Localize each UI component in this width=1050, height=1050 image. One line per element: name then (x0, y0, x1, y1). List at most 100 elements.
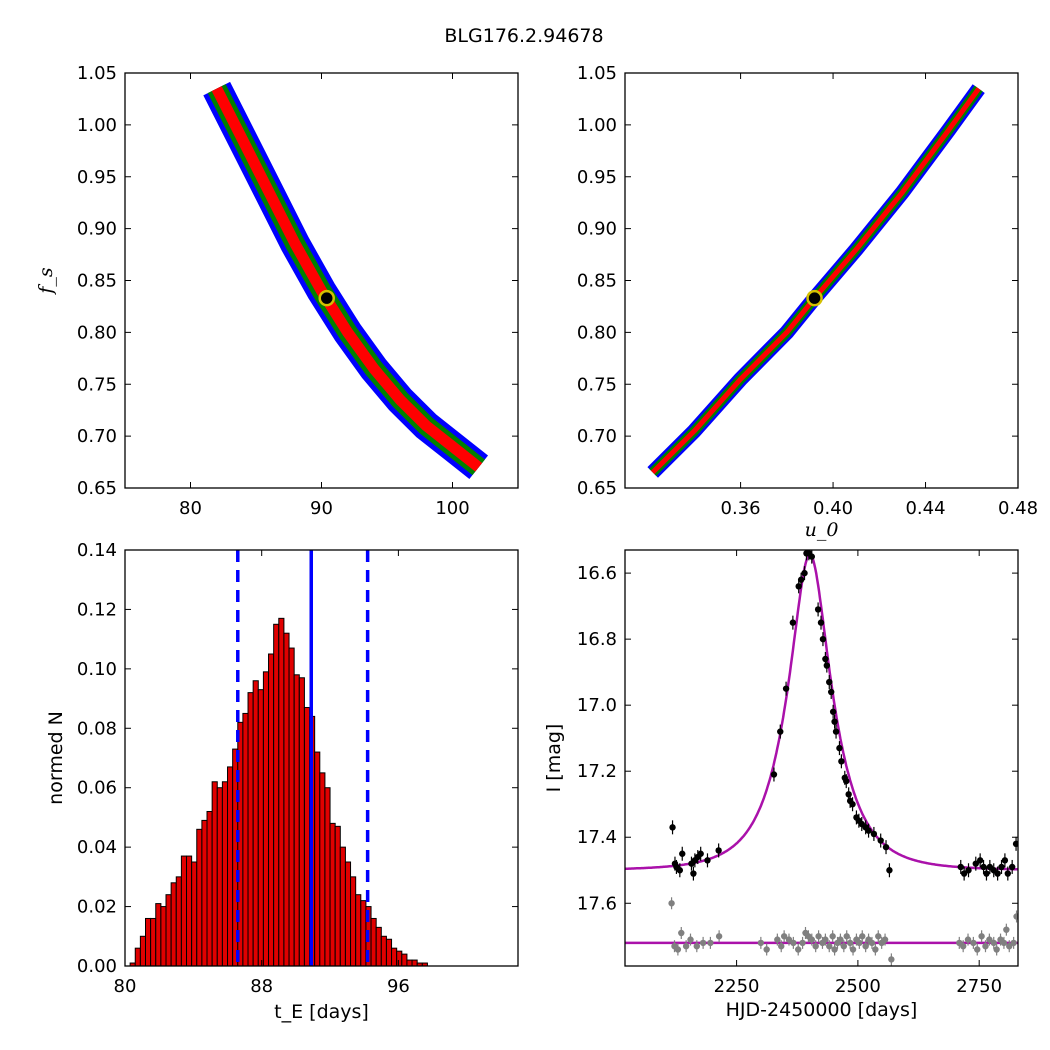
y-tick-label: 0.75 (577, 374, 617, 395)
y-tick-label: 16.6 (577, 563, 617, 584)
data-point (882, 843, 890, 851)
histogram-bar (242, 712, 249, 967)
histogram-bar (370, 917, 377, 967)
data-point (789, 619, 797, 626)
data-point (826, 678, 833, 686)
data-point (1001, 857, 1009, 864)
axes-frame (624, 549, 1019, 967)
residual-point (795, 946, 802, 953)
y-tick-label: 0.95 (577, 167, 617, 188)
data-point (843, 777, 850, 785)
data-point (983, 870, 990, 877)
model-curve (625, 553, 1018, 871)
residual-point (875, 933, 882, 940)
data-point (845, 791, 852, 798)
data-point (829, 708, 837, 715)
residual-point (715, 933, 723, 940)
data-point (832, 728, 840, 735)
histogram-bar (155, 903, 162, 967)
best-fit-marker (806, 289, 823, 307)
histogram-bar (319, 772, 326, 967)
histogram-bar (329, 822, 336, 967)
y-tick-label: 17.6 (577, 893, 617, 914)
residual-point (959, 942, 967, 950)
histogram-bar (186, 855, 193, 967)
y-tick-label: 0.14 (77, 540, 117, 561)
data-point (838, 758, 845, 765)
histogram-bar (288, 647, 295, 967)
x-tick-label: 90 (310, 498, 333, 519)
data-point (972, 860, 979, 867)
data-point (795, 583, 802, 590)
residual-point (668, 900, 675, 907)
x-tick-label: 2750 (956, 976, 1002, 997)
histogram-bar (160, 906, 167, 967)
histogram-bar (396, 950, 403, 967)
x-axis-label: t_E [days] (274, 1001, 369, 1023)
histogram-bar (411, 959, 418, 967)
residual-point (780, 933, 788, 940)
residual-point (1010, 939, 1017, 947)
y-tick-label: 0.12 (77, 599, 117, 620)
histogram-bar (268, 653, 275, 967)
histogram-bar (324, 787, 331, 967)
data-point (998, 863, 1005, 871)
histogram-bar (406, 959, 413, 967)
residual-point (1000, 939, 1008, 947)
residual-point (699, 939, 707, 947)
y-tick-label: 0.90 (77, 219, 117, 240)
data-point (877, 837, 884, 844)
histogram-bar (293, 674, 300, 967)
confidence-region-outer (647, 84, 985, 478)
y-tick-label: 17.2 (577, 761, 617, 782)
x-tick-label: 96 (387, 976, 410, 997)
x-tick-label: 0.36 (721, 498, 761, 519)
residual-point (808, 936, 815, 943)
residual-point (693, 942, 701, 950)
histogram-bar (165, 894, 172, 967)
y-tick-label: 1.05 (77, 63, 117, 84)
histogram-bar (257, 689, 264, 967)
residual-point (757, 939, 765, 947)
histogram-bar (375, 926, 382, 967)
histogram-bar (216, 787, 223, 967)
histogram-bar (401, 953, 408, 967)
residual-point (849, 946, 857, 953)
y-tick-label: 0.80 (577, 322, 617, 343)
x-axis-label: HJD-2450000 [days] (726, 999, 918, 1021)
y-tick-label: 0.65 (577, 478, 617, 499)
y-tick-label: 0.70 (577, 426, 617, 447)
u0-fs-heatmap-panel: 0.36 0.40 0.44 0.48 0.65 0.70 0.75 0.80 0.85 0.90… (577, 63, 1038, 541)
residual-point (872, 946, 879, 953)
residual-point (982, 942, 989, 950)
data-point (976, 857, 984, 864)
y-tick-label: 0.80 (77, 322, 117, 343)
residual-point (815, 933, 822, 940)
histogram-bar (334, 825, 341, 967)
histogram-bar (201, 819, 208, 967)
data-point (777, 728, 784, 735)
data-point (782, 685, 790, 692)
x-tick-label: 0.48 (998, 498, 1038, 519)
y-tick-label: 0.65 (77, 478, 117, 499)
residual-point (986, 936, 993, 943)
data-point (697, 850, 704, 857)
data-point (823, 662, 831, 669)
data-point (870, 830, 878, 838)
histogram-bar (206, 810, 213, 967)
best-fit-marker (318, 289, 335, 307)
residual-point (674, 946, 682, 953)
data-point (797, 576, 805, 583)
data-point (801, 569, 808, 577)
residual-point (881, 936, 889, 943)
data-point (676, 867, 684, 874)
data-point (965, 867, 972, 874)
histogram-bar (314, 751, 321, 967)
x-tick-label: 0.44 (905, 498, 945, 519)
y-tick-label: 0.70 (77, 426, 117, 447)
data-point (770, 771, 778, 778)
x-tick-label: 80 (114, 976, 137, 997)
histogram-bar (170, 882, 177, 967)
confidence-region-inner (211, 86, 483, 472)
